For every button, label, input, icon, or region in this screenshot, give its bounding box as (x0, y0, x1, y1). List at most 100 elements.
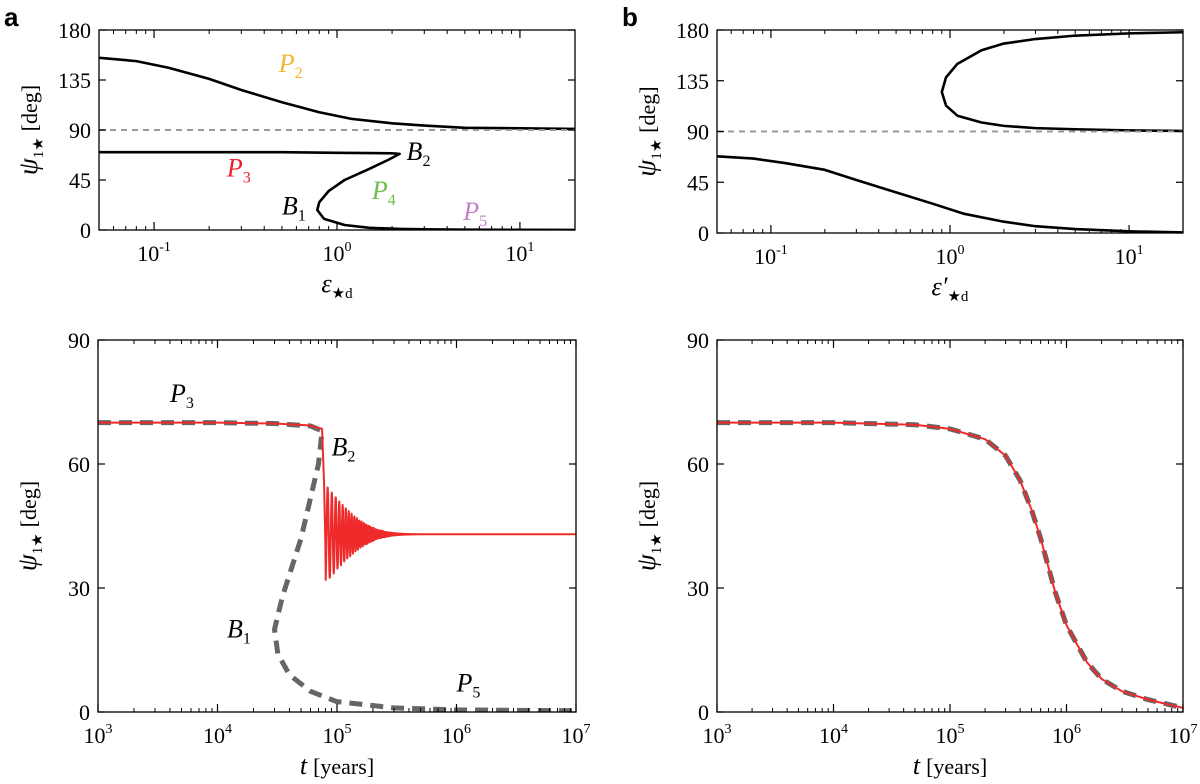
xtick-label: 106 (442, 722, 471, 748)
ytick-label: 0 (698, 700, 709, 725)
xtick-exp: 4 (841, 722, 848, 737)
annotation-p4: P4 (371, 176, 396, 209)
ytick-label: 90 (68, 328, 90, 353)
ylabel-unit: [deg] (635, 86, 660, 132)
series-a-bottom-1 (98, 421, 576, 581)
ylabel-symbol: ψ (631, 553, 661, 571)
panel-label-a: a (4, 2, 19, 32)
annotation-b2: B2 (407, 137, 431, 170)
annotation-p5: P5 (462, 197, 487, 230)
xtick-exp: 3 (725, 722, 732, 737)
ytick-label: 90 (687, 328, 709, 353)
ytick-label: 135 (676, 69, 709, 94)
ylabel-b-bottom: ψ1★ [deg] (631, 481, 665, 571)
ylabel-subscript: 1★ (31, 137, 47, 158)
annotation-subscript: 2 (295, 65, 303, 82)
xtick-exp: 6 (1074, 722, 1081, 737)
xtick-label: 106 (1052, 722, 1081, 748)
axes-frame-b-bottom (716, 339, 1184, 713)
xtick-label: 107 (562, 722, 591, 748)
xtick-exp: -1 (159, 240, 171, 255)
xtick-base: 10 (84, 723, 106, 748)
xtick-label: 101 (505, 240, 534, 266)
xtick-label: 104 (203, 722, 232, 748)
annotation-p3: P3 (169, 379, 194, 412)
ylabel-a-top: ψ1★ [deg] (13, 85, 47, 175)
xtick-base: 10 (1169, 723, 1191, 748)
xtick-base: 10 (754, 244, 776, 269)
annotation-letter: P (456, 668, 473, 697)
xtick-label: 103 (703, 722, 732, 748)
series-b-top-0 (940, 30, 1183, 133)
xtick-exp: 7 (1191, 722, 1198, 737)
xtick-base: 10 (703, 723, 725, 748)
annotation-subscript: 5 (472, 684, 480, 701)
series-a-top-1 (99, 150, 575, 230)
ylabel-subscript: 1★ (649, 533, 665, 554)
xtick-base: 10 (1052, 723, 1074, 748)
xtick-exp: 1 (527, 240, 534, 255)
annotation-letter: P (169, 379, 186, 408)
xlabel-b-bottom: t [years] (913, 751, 987, 780)
annotation-subscript: 3 (243, 170, 251, 187)
ytick-label: 0 (79, 700, 90, 725)
xtick-exp: 4 (225, 722, 232, 737)
xlabel-symbol: ε′ (932, 272, 948, 301)
annotation-b2: B2 (332, 433, 356, 466)
annotation-subscript: 3 (186, 395, 194, 412)
ylabel-b-top: ψ1★ [deg] (631, 86, 665, 176)
annotation-p5: P5 (456, 668, 481, 701)
xtick-label: 107 (1169, 722, 1198, 748)
xtick-base: 10 (203, 723, 225, 748)
ytick-label: 0 (698, 221, 709, 246)
xlabel-subscript: ★d (332, 286, 353, 302)
xlabel-a-top: ε★d (321, 269, 353, 302)
xtick-exp: 7 (584, 722, 591, 737)
xtick-base: 10 (323, 241, 345, 266)
annotation-letter: P (371, 176, 388, 205)
annotation-b1: B1 (227, 615, 251, 648)
xtick-label: 105 (936, 722, 965, 748)
series-b-bottom-0 (717, 420, 1183, 711)
annotation-letter: P (278, 49, 295, 78)
xtick-exp: 5 (345, 722, 352, 737)
ylabel-unit: [deg] (17, 85, 42, 131)
xtick-label: 105 (323, 722, 352, 748)
ytick-label: 30 (687, 576, 709, 601)
annotation-letter: B (407, 137, 423, 166)
xtick-exp: -1 (776, 243, 788, 258)
xtick-base: 10 (936, 723, 958, 748)
xlabel-unit: [years] (313, 754, 374, 779)
xtick-base: 10 (323, 723, 345, 748)
annotation-subscript: 5 (479, 213, 487, 230)
ylabel-symbol: ψ (12, 553, 42, 571)
xtick-label: 100 (323, 240, 352, 266)
series-b-bottom-1 (717, 421, 1183, 709)
annotation-subscript: 2 (422, 153, 430, 170)
xtick-exp: 0 (345, 240, 352, 255)
xtick-label: 103 (84, 722, 113, 748)
annotation-letter: P (226, 154, 243, 183)
annotation-p3: P3 (226, 154, 251, 187)
annotation-letter: P (462, 197, 479, 226)
xtick-base: 10 (505, 241, 527, 266)
ylabel-symbol: ψ (631, 159, 661, 177)
ytick-label: 0 (80, 218, 91, 243)
ytick-label: 135 (58, 68, 91, 93)
annotation-letter: B (227, 615, 243, 644)
ylabel-subscript: 1★ (30, 533, 46, 554)
ytick-label: 180 (676, 18, 709, 43)
xlabel-symbol: t (913, 751, 921, 780)
xtick-label: 100 (936, 243, 965, 269)
ytick-label: 60 (687, 452, 709, 477)
ytick-label: 60 (68, 452, 90, 477)
annotation-subscript: 2 (347, 449, 355, 466)
xtick-exp: 6 (464, 722, 471, 737)
xtick-exp: 1 (1137, 243, 1144, 258)
ylabel-a-bottom: ψ1★ [deg] (12, 481, 46, 571)
annotation-letter: B (332, 433, 348, 462)
ytick-label: 90 (69, 118, 91, 143)
ytick-label: 180 (58, 18, 91, 43)
ytick-label: 45 (69, 168, 91, 193)
